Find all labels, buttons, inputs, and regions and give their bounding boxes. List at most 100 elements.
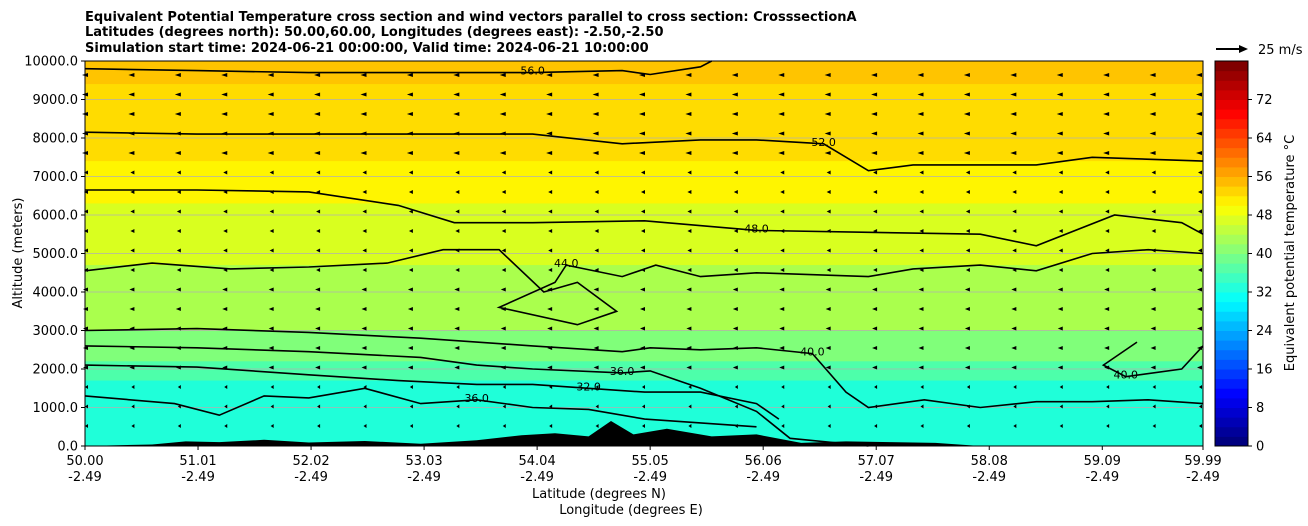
wind-vector-133 xyxy=(406,73,413,77)
wind-vector-310 xyxy=(826,190,831,194)
contour-label-7: 36.0 xyxy=(464,392,489,405)
colorbar-step-31 xyxy=(1215,138,1248,149)
wind-vector-430 xyxy=(1104,307,1110,311)
wind-vector-140 xyxy=(408,209,413,214)
wind-vector-99 xyxy=(314,151,321,155)
wind-vector-292 xyxy=(780,209,785,214)
wind-vector-406 xyxy=(1058,209,1063,214)
wind-vector-342 xyxy=(917,73,924,77)
wind-vector-7 xyxy=(84,209,88,214)
wind-vector-260 xyxy=(686,326,692,331)
wind-vector-414 xyxy=(1057,365,1063,370)
y-tick-label-4: 4000.0 xyxy=(33,286,79,301)
wind-vector-61 xyxy=(221,151,228,155)
contour-40.0-4 xyxy=(84,327,1204,409)
wind-vector-334 xyxy=(872,287,878,292)
wind-vector-94 xyxy=(270,424,274,428)
wind-vector-195 xyxy=(548,170,553,175)
x-tick-lat-5: 55.05 xyxy=(632,454,669,469)
contour-label-3: 44.0 xyxy=(554,257,579,270)
wind-vector-274 xyxy=(733,229,738,233)
colorbar-step-35 xyxy=(1215,99,1248,110)
wind-vector-119 xyxy=(362,170,367,175)
wind-vector-29 xyxy=(130,268,135,272)
colorbar: 0 8 16 24 32 40 48 56 64 72 xyxy=(1214,60,1273,455)
wind-vector-466 xyxy=(1198,268,1202,272)
wind-vector-18 xyxy=(85,424,88,428)
wind-vector-5 xyxy=(84,170,88,175)
wind-vector-456 xyxy=(1196,73,1202,77)
wind-vector-445 xyxy=(1151,229,1156,233)
wind-vector-163 xyxy=(454,287,460,292)
wind-vector-273 xyxy=(733,209,738,214)
wind-vector-307 xyxy=(824,131,831,136)
wind-vector-190 xyxy=(546,73,553,77)
colorbar-step-26 xyxy=(1215,186,1248,197)
wind-vector-381 xyxy=(1010,92,1017,97)
wind-vector-371 xyxy=(965,268,970,272)
wind-vector-167 xyxy=(454,365,460,370)
wind-vector-350 xyxy=(919,229,924,233)
wind-vector-185 xyxy=(500,346,506,350)
wind-vector-435 xyxy=(1106,404,1110,409)
wind-vector-80 xyxy=(267,151,274,155)
contour-32.0-6 xyxy=(84,364,780,420)
wind-vector-121 xyxy=(362,209,367,214)
wind-vector-317 xyxy=(825,326,831,331)
wind-vector-176 xyxy=(501,170,506,175)
wind-vector-375 xyxy=(964,346,970,350)
wind-vector-411 xyxy=(1057,307,1063,311)
wind-vector-87 xyxy=(268,287,274,292)
wind-vector-246 xyxy=(642,424,645,428)
wind-vector-377 xyxy=(966,385,970,389)
colorbar-step-16 xyxy=(1215,282,1248,293)
wind-vector-384 xyxy=(1010,151,1017,155)
wind-vector-416 xyxy=(1059,404,1063,409)
wind-vector-461 xyxy=(1198,170,1202,175)
wind-vector-405 xyxy=(1058,190,1063,194)
wind-vector-152 xyxy=(453,73,460,77)
x-tick-lat-8: 58.08 xyxy=(971,454,1008,469)
y-tick-label-0: 0.0 xyxy=(57,440,78,455)
wind-vector-409 xyxy=(1058,268,1063,272)
wind-vector-362 xyxy=(963,92,970,97)
wind-vector-89 xyxy=(268,326,274,331)
wind-vector-226 xyxy=(595,404,599,409)
wind-vector-231 xyxy=(639,131,645,136)
wind-vector-218 xyxy=(594,248,599,253)
wind-vector-90 xyxy=(268,346,274,350)
wind-vector-189 xyxy=(502,424,506,428)
contour-label-2: 48.0 xyxy=(744,222,769,235)
wind-vector-131 xyxy=(363,404,367,409)
wind-vector-27 xyxy=(130,229,135,233)
wind-vector-314 xyxy=(826,268,831,272)
wind-vector-303 xyxy=(781,424,785,428)
wind-vector-397 xyxy=(1013,404,1017,409)
wind-vector-107 xyxy=(315,307,321,311)
wind-vector-276 xyxy=(733,268,738,272)
colorbar-tick-label-9: 72 xyxy=(1256,93,1273,108)
colorbar-step-0 xyxy=(1215,436,1248,447)
wind-vector-349 xyxy=(919,209,924,214)
wind-vector-422 xyxy=(1103,151,1110,155)
wind-vector-287 xyxy=(778,112,785,116)
wind-vector-143 xyxy=(408,268,413,272)
wind-vector-373 xyxy=(964,307,970,311)
wind-vector-469 xyxy=(1197,326,1202,331)
x-tick-lon-8: -2.49 xyxy=(972,470,1006,485)
x-tick-lat-9: 59.09 xyxy=(1084,454,1121,469)
wind-vector-78 xyxy=(267,112,274,116)
colorbar-step-12 xyxy=(1215,320,1248,331)
wind-vector-234 xyxy=(641,190,645,194)
x-tick-lat-7: 57.07 xyxy=(858,454,895,469)
wind-vector-447 xyxy=(1151,268,1156,272)
x-tick-lon-2: -2.49 xyxy=(294,470,328,485)
wind-vector-341 xyxy=(874,424,878,428)
wind-vector-188 xyxy=(502,404,506,409)
y-tick-label-10: 10000.0 xyxy=(24,55,78,70)
wind-vector-222 xyxy=(593,326,599,331)
wind-vector-38 xyxy=(174,73,181,77)
x-tick-lat-0: 50.00 xyxy=(66,454,103,469)
colorbar-step-22 xyxy=(1215,224,1248,235)
wind-vector-147 xyxy=(407,346,413,350)
